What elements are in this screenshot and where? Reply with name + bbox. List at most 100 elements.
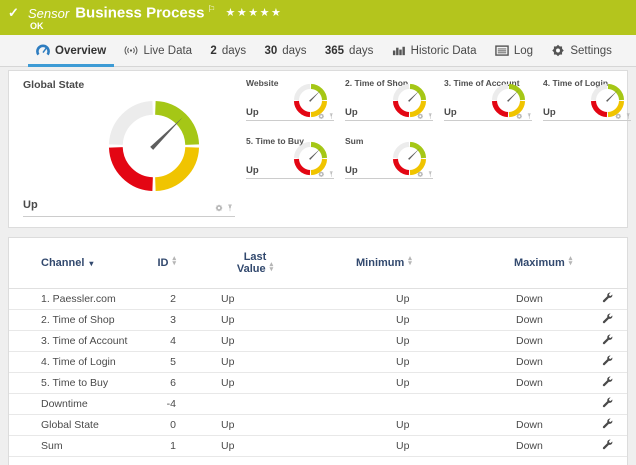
column-header-channel[interactable]: Channel ▾ bbox=[9, 238, 141, 289]
gear-icon[interactable] bbox=[615, 113, 622, 120]
column-header-minimum[interactable]: Minimum ▴ ▾ bbox=[351, 238, 471, 289]
last-value: Up bbox=[176, 330, 351, 352]
channel-name[interactable]: 3. Time of Account bbox=[9, 330, 141, 352]
pin-icon[interactable] bbox=[526, 113, 533, 120]
log-icon bbox=[495, 45, 509, 56]
gear-icon[interactable] bbox=[215, 204, 223, 212]
tab-2-days[interactable]: 2 days bbox=[210, 44, 247, 57]
pin-icon[interactable] bbox=[328, 171, 335, 178]
wrench-icon[interactable] bbox=[602, 438, 613, 450]
sensor-kind-label: Sensor bbox=[28, 5, 70, 21]
channel-name[interactable]: 5. Time to Buy bbox=[9, 372, 141, 394]
pin-icon[interactable] bbox=[328, 113, 335, 120]
main-gauge-title: Global State bbox=[23, 79, 85, 91]
column-header-last-value[interactable]: Last Value ▴ ▾ bbox=[176, 238, 351, 289]
cell-title: 2. Time of Shop bbox=[345, 78, 409, 88]
tab-live-data-label: Live Data bbox=[143, 44, 193, 57]
pin-icon[interactable] bbox=[226, 204, 234, 212]
tab-overview-label: Overview bbox=[55, 44, 107, 57]
maximum-value: Down bbox=[471, 435, 586, 457]
last-value bbox=[176, 393, 351, 415]
pin-icon[interactable] bbox=[427, 171, 434, 178]
table-row[interactable]: Sum 1 Up Up Down bbox=[9, 435, 627, 457]
channel-id: 1 bbox=[141, 435, 176, 457]
gauge-cell-time-of-account: 3. Time of Account Up bbox=[436, 73, 535, 129]
cell-title: 4. Time of Login bbox=[543, 78, 609, 88]
table-row[interactable]: 1. Paessler.com 2 Up Up Down bbox=[9, 288, 627, 310]
maximum-value: Down bbox=[471, 372, 586, 394]
channel-name[interactable]: Downtime bbox=[9, 393, 141, 415]
channel-id: -4 bbox=[141, 393, 176, 415]
sort-icon: ▴ ▾ bbox=[568, 255, 573, 267]
table-row[interactable]: Global State 0 Up Up Down bbox=[9, 414, 627, 436]
cell-value: Up bbox=[543, 107, 556, 118]
channel-name[interactable]: Sum bbox=[9, 435, 141, 457]
gear-icon[interactable] bbox=[417, 113, 424, 120]
table-row[interactable]: Downtime -4 bbox=[9, 393, 627, 415]
broadcast-icon bbox=[125, 45, 138, 56]
gear-icon[interactable] bbox=[318, 171, 325, 178]
divider bbox=[246, 120, 334, 121]
channel-id: 6 bbox=[141, 372, 176, 394]
sensor-status-badge: OK bbox=[30, 21, 44, 31]
wrench-icon[interactable] bbox=[602, 396, 613, 408]
sensor-title: Business Process bbox=[75, 4, 205, 22]
divider bbox=[345, 120, 433, 121]
channel-id: 2 bbox=[141, 288, 176, 310]
channel-name[interactable]: 4. Time of Login bbox=[9, 351, 141, 373]
channel-id: 3 bbox=[141, 309, 176, 331]
minimum-value: Up bbox=[351, 330, 471, 352]
wrench-icon[interactable] bbox=[602, 417, 613, 429]
tab-365-days[interactable]: 365 days bbox=[324, 44, 374, 57]
tab-bar: Overview Live Data 2 days 30 days 365 da… bbox=[0, 35, 636, 67]
wrench-icon[interactable] bbox=[602, 354, 613, 366]
tab-overview[interactable]: Overview bbox=[28, 35, 115, 67]
status-check-icon: ✓ bbox=[8, 5, 19, 20]
channel-name[interactable]: 2. Time of Shop bbox=[9, 309, 141, 331]
minimum-value: Up bbox=[351, 288, 471, 310]
minimum-value: Up bbox=[351, 372, 471, 394]
gear-icon[interactable] bbox=[318, 113, 325, 120]
main-gauge-value: Up bbox=[23, 199, 38, 211]
wrench-icon[interactable] bbox=[602, 333, 613, 345]
last-value: Up bbox=[176, 414, 351, 436]
gear-icon[interactable] bbox=[516, 113, 523, 120]
priority-stars[interactable]: ★★★★★ bbox=[225, 6, 283, 19]
table-row[interactable]: 5. Time to Buy 6 Up Up Down bbox=[9, 372, 627, 394]
sort-icon: ▴ ▾ bbox=[408, 255, 412, 267]
tab-historic-data[interactable]: Historic Data bbox=[384, 35, 485, 66]
last-value: Up bbox=[176, 372, 351, 394]
gear-icon[interactable] bbox=[417, 171, 424, 178]
gauge-cell-time-to-buy: 5. Time to Buy Up bbox=[238, 131, 337, 187]
flag-icon[interactable]: ⚐ bbox=[207, 4, 216, 14]
table-row[interactable]: 3. Time of Account 4 Up Up Down bbox=[9, 330, 627, 352]
maximum-value: Down bbox=[471, 288, 586, 310]
wrench-icon[interactable] bbox=[602, 312, 613, 324]
tab-settings-label: Settings bbox=[570, 44, 612, 57]
wrench-icon[interactable] bbox=[602, 291, 613, 303]
pin-icon[interactable] bbox=[427, 113, 434, 120]
channel-name[interactable]: 1. Paessler.com bbox=[9, 288, 141, 310]
cell-value: Up bbox=[246, 107, 259, 118]
column-header-id[interactable]: ID ▴ ▾ bbox=[141, 238, 176, 289]
maximum-value: Down bbox=[471, 309, 586, 331]
minimum-value: Up bbox=[351, 309, 471, 331]
divider bbox=[345, 178, 433, 179]
tab-log[interactable]: Log bbox=[487, 35, 541, 66]
wrench-icon[interactable] bbox=[602, 375, 613, 387]
tab-live-data[interactable]: Live Data bbox=[116, 35, 200, 66]
pin-icon[interactable] bbox=[625, 113, 632, 120]
tab-30-days[interactable]: 30 days bbox=[264, 44, 307, 57]
gauges-panel: Global State Up Website Up 2. Time of Sh… bbox=[8, 70, 631, 228]
gauge-cell-time-of-shop: 2. Time of Shop Up bbox=[337, 73, 436, 129]
column-header-tools bbox=[586, 238, 627, 289]
column-header-maximum[interactable]: Maximum ▴ ▾ bbox=[471, 238, 586, 289]
cell-title: Sum bbox=[345, 136, 364, 146]
table-row[interactable]: 2. Time of Shop 3 Up Up Down bbox=[9, 309, 627, 331]
gauge-cell-time-of-login: 4. Time of Login Up bbox=[535, 73, 634, 129]
table-row[interactable]: 4. Time of Login 5 Up Up Down bbox=[9, 351, 627, 373]
cell-value: Up bbox=[246, 165, 259, 176]
minimum-value: Up bbox=[351, 435, 471, 457]
channel-name[interactable]: Global State bbox=[9, 414, 141, 436]
tab-settings[interactable]: Settings bbox=[543, 35, 620, 66]
